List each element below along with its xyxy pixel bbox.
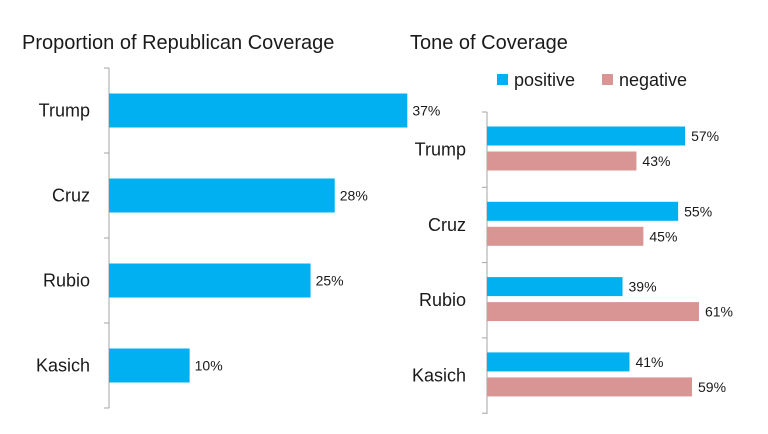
left-category-cruz: Cruz bbox=[52, 186, 90, 206]
left-bar-cruz bbox=[109, 178, 335, 213]
legend-label-negative: negative bbox=[619, 70, 687, 90]
right-category-cruz: Cruz bbox=[428, 215, 466, 235]
right-category-kasich: Kasich bbox=[412, 365, 466, 385]
right-chart-title: Tone of Coverage bbox=[410, 32, 568, 54]
right-bar-negative-cruz bbox=[487, 226, 644, 246]
right-value-label-negative-kasich: 59% bbox=[698, 379, 726, 395]
left-category-kasich: Kasich bbox=[36, 356, 90, 376]
legend-swatch-positive bbox=[497, 74, 508, 85]
left-value-labels: 37% 28% 25% 10% bbox=[195, 103, 441, 374]
right-bar-positive-kasich bbox=[487, 352, 630, 372]
right-value-labels: 57% 43% 55% 45% 39% 61% 41% 59% bbox=[629, 128, 733, 395]
right-bar-positive-rubio bbox=[487, 277, 623, 297]
right-chart-axis bbox=[482, 111, 488, 414]
right-bar-positive-cruz bbox=[487, 201, 679, 221]
right-value-label-positive-cruz: 55% bbox=[684, 203, 712, 219]
right-value-label-negative-cruz: 45% bbox=[649, 228, 677, 244]
left-value-label-cruz: 28% bbox=[340, 188, 368, 204]
left-category-trump: Trump bbox=[39, 101, 90, 121]
left-value-label-kasich: 10% bbox=[195, 358, 223, 374]
right-bar-positive-trump bbox=[487, 126, 686, 146]
left-bar-trump bbox=[109, 93, 408, 128]
legend-label-positive: positive bbox=[514, 70, 575, 90]
coverage-proportion-chart: Proportion of Republican Coverage Trump C… bbox=[22, 32, 441, 409]
left-chart-axis bbox=[104, 67, 110, 409]
left-category-rubio: Rubio bbox=[43, 271, 90, 291]
left-chart-title: Proportion of Republican Coverage bbox=[22, 32, 334, 54]
tone-of-coverage-chart: Tone of Coverage positive negative Trump… bbox=[410, 32, 733, 414]
right-category-labels: Trump Cruz Rubio Kasich bbox=[412, 140, 466, 386]
legend: positive negative bbox=[497, 70, 687, 90]
right-bar-negative-rubio bbox=[487, 302, 699, 322]
right-value-label-positive-rubio: 39% bbox=[629, 279, 657, 295]
left-bar-kasich bbox=[109, 348, 190, 383]
right-value-label-positive-kasich: 41% bbox=[635, 354, 663, 370]
right-category-trump: Trump bbox=[415, 140, 466, 160]
right-category-rubio: Rubio bbox=[419, 290, 466, 310]
right-value-label-positive-trump: 57% bbox=[691, 128, 719, 144]
right-value-label-negative-rubio: 61% bbox=[705, 304, 733, 320]
left-bar-rubio bbox=[109, 263, 311, 298]
left-value-label-trump: 37% bbox=[412, 103, 440, 119]
legend-swatch-negative bbox=[602, 74, 613, 85]
right-bar-negative-trump bbox=[487, 151, 637, 171]
left-bars bbox=[109, 93, 408, 383]
right-bars bbox=[487, 126, 699, 397]
right-bar-negative-kasich bbox=[487, 377, 693, 397]
right-value-label-negative-trump: 43% bbox=[642, 153, 670, 169]
left-category-labels: Trump Cruz Rubio Kasich bbox=[36, 101, 90, 376]
left-value-label-rubio: 25% bbox=[316, 273, 344, 289]
